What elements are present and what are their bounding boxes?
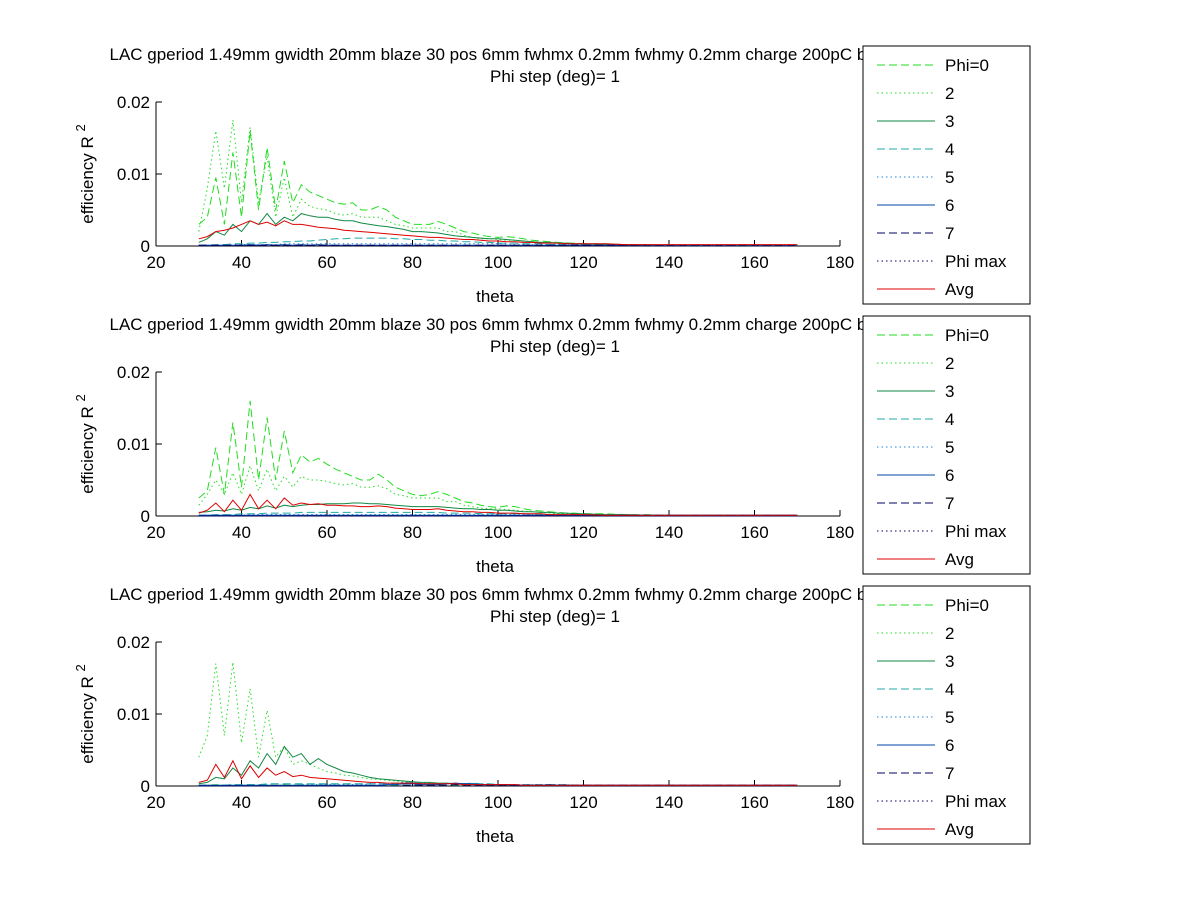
x-tick-label: 160 [740, 253, 768, 272]
legend-entry: 5 [945, 168, 954, 187]
series-line-2 [198, 662, 798, 786]
x-tick-label: 60 [318, 523, 337, 542]
legend-entry: 4 [945, 680, 954, 699]
y-tick-label: 0 [141, 507, 150, 526]
x-tick-label: 160 [740, 523, 768, 542]
subplot-1: LAC gperiod 1.49mm gwidth 20mm blaze 30 … [73, 45, 1031, 306]
series-line-avg [198, 220, 798, 246]
y-tick-label: 0.01 [117, 165, 150, 184]
legend-entry: 4 [945, 140, 954, 159]
series-line-avg [198, 759, 798, 786]
legend-entry: Phi=0 [945, 56, 989, 75]
chart-title-line: LAC gperiod 1.49mm gwidth 20mm blaze 30 … [109, 45, 1000, 64]
x-tick-label: 100 [484, 523, 512, 542]
y-tick-label: 0 [141, 237, 150, 256]
x-tick-label: 120 [569, 523, 597, 542]
chart-title-line: LAC gperiod 1.49mm gwidth 20mm blaze 30 … [109, 585, 1000, 604]
x-tick-label: 80 [403, 523, 422, 542]
x-tick-label: 140 [655, 793, 683, 812]
x-tick-label: 60 [318, 793, 337, 812]
x-tick-label: 180 [826, 523, 854, 542]
legend-entry: Avg [945, 820, 974, 839]
series-line-avg [198, 493, 798, 516]
series-line-phi-0 [198, 400, 798, 516]
legend-entry: 7 [945, 224, 954, 243]
series-line-5 [198, 243, 798, 246]
legend: Phi=0 2 3 4 5 6 7 Phi max Avg [862, 585, 1031, 845]
x-tick-label: 80 [403, 793, 422, 812]
x-axis-label: theta [476, 287, 514, 306]
y-axis-label: efficiency R 2 [73, 394, 97, 494]
legend-entry: 3 [945, 652, 954, 671]
series-line-2 [198, 463, 798, 516]
x-tick-label: 140 [655, 523, 683, 542]
chart-title-line: LAC gperiod 1.49mm gwidth 20mm blaze 30 … [109, 315, 1000, 334]
legend-entry: 3 [945, 112, 954, 131]
legend-entry: 7 [945, 494, 954, 513]
x-tick-label: 20 [147, 523, 166, 542]
x-tick-label: 180 [826, 793, 854, 812]
y-axis-label: efficiency R 2 [73, 664, 97, 764]
legend-entry: Phi=0 [945, 596, 989, 615]
y-tick-label: 0.02 [117, 363, 150, 382]
legend-entry: 5 [945, 708, 954, 727]
legend: Phi=0 2 3 4 5 6 7 Phi max Avg [862, 315, 1031, 575]
x-tick-label: 120 [569, 253, 597, 272]
legend-entry: 4 [945, 410, 954, 429]
legend-entry: 6 [945, 466, 954, 485]
legend-entry: 6 [945, 196, 954, 215]
legend-entry: Phi=0 [945, 326, 989, 345]
x-tick-label: 80 [403, 253, 422, 272]
y-tick-label: 0 [141, 777, 150, 796]
legend-entry: Phi max [945, 792, 1007, 811]
chart-title-line: Phi step (deg)= 1 [490, 337, 620, 356]
x-tick-label: 20 [147, 253, 166, 272]
series-group [198, 662, 798, 787]
x-tick-label: 40 [232, 793, 251, 812]
legend-entry: 2 [945, 354, 954, 373]
series-line-phi-0 [198, 130, 798, 246]
y-axis-label: efficiency R 2 [73, 124, 97, 224]
legend-entry: Avg [945, 280, 974, 299]
subplot-2: LAC gperiod 1.49mm gwidth 20mm blaze 30 … [73, 315, 1031, 576]
legend-entry: 5 [945, 438, 954, 457]
x-tick-label: 160 [740, 793, 768, 812]
legend-entry: Phi max [945, 522, 1007, 541]
x-tick-label: 180 [826, 253, 854, 272]
x-tick-label: 40 [232, 523, 251, 542]
legend-entry: 2 [945, 624, 954, 643]
x-tick-label: 40 [232, 253, 251, 272]
series-group [198, 400, 798, 517]
legend-entry: 2 [945, 84, 954, 103]
legend-entry: 7 [945, 764, 954, 783]
legend-entry: 6 [945, 736, 954, 755]
x-tick-label: 20 [147, 793, 166, 812]
x-axis-label: theta [476, 557, 514, 576]
subplot-3: LAC gperiod 1.49mm gwidth 20mm blaze 30 … [73, 585, 1031, 846]
y-tick-label: 0.01 [117, 705, 150, 724]
series-line-3 [198, 745, 798, 786]
legend-entry: Phi max [945, 252, 1007, 271]
chart-title-line: Phi step (deg)= 1 [490, 67, 620, 86]
x-tick-label: 100 [484, 793, 512, 812]
y-tick-label: 0.02 [117, 633, 150, 652]
series-group [198, 119, 798, 247]
chart-title-line: Phi step (deg)= 1 [490, 607, 620, 626]
x-axis-label: theta [476, 827, 514, 846]
x-tick-label: 60 [318, 253, 337, 272]
x-tick-label: 120 [569, 793, 597, 812]
x-tick-label: 140 [655, 253, 683, 272]
legend-entry: 3 [945, 382, 954, 401]
legend: Phi=0 2 3 4 5 6 7 Phi max Avg [862, 45, 1031, 305]
y-tick-label: 0.02 [117, 93, 150, 112]
series-line-3 [198, 212, 798, 246]
y-tick-label: 0.01 [117, 435, 150, 454]
series-line-5 [198, 514, 798, 516]
series-line-2 [198, 119, 798, 246]
x-tick-label: 100 [484, 253, 512, 272]
legend-entry: Avg [945, 550, 974, 569]
